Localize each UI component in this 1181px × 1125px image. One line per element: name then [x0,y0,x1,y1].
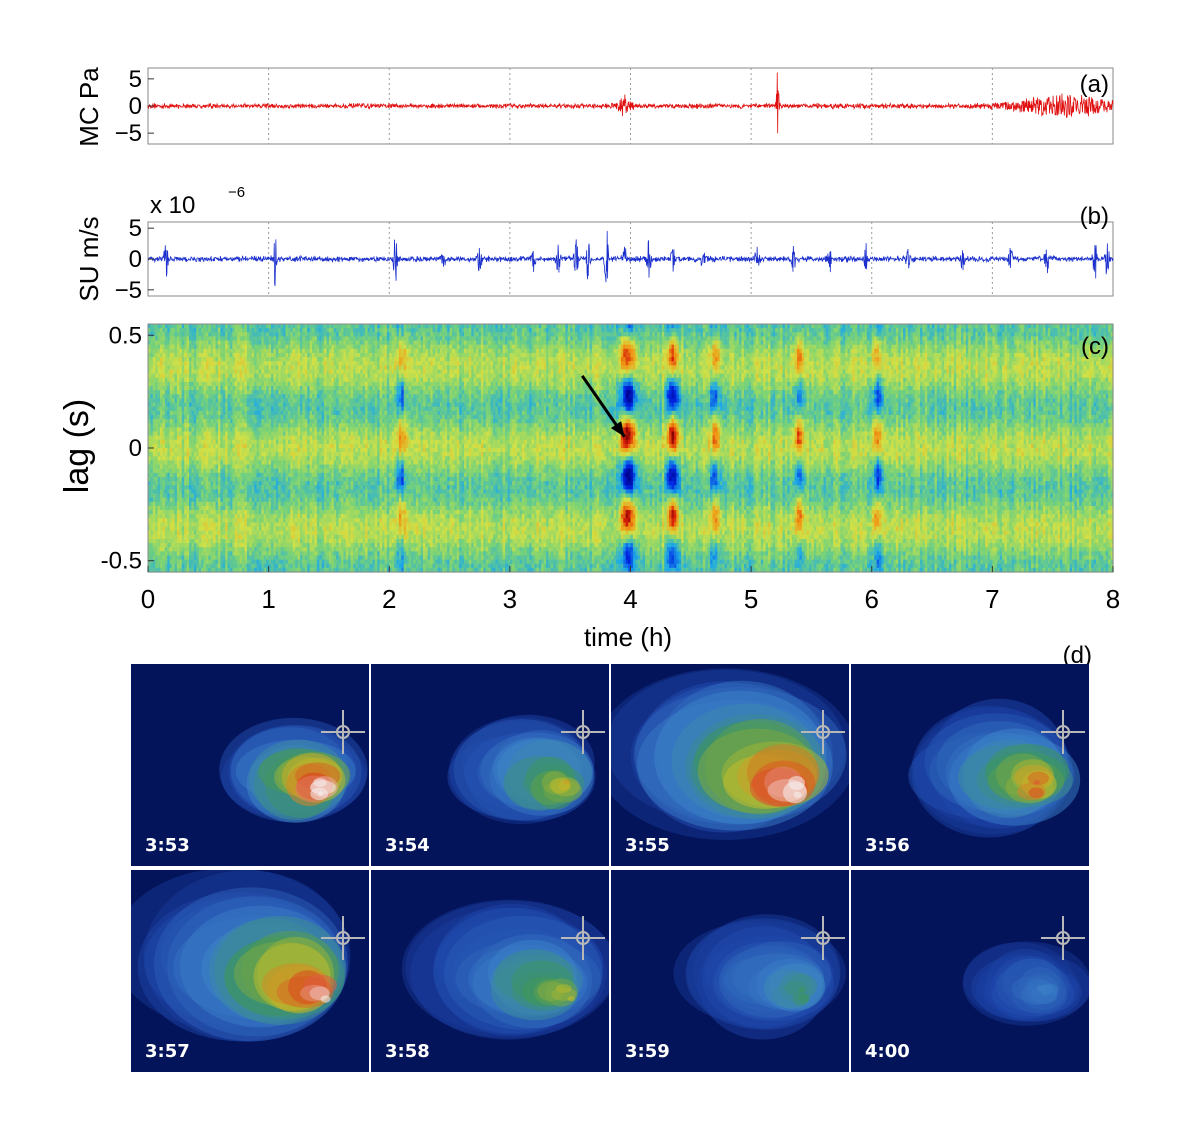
panel-b-label: (b) [1080,203,1109,230]
ytick-label: −5 [115,120,142,147]
panel-b-scale-exponent: −6 [228,184,245,201]
panel-a-label: (a) [1080,71,1109,98]
panel-a-ylabel: MC Pa [74,67,104,147]
panel-b-ylabel: SU m/s [74,216,104,301]
ytick-label: 0 [129,93,142,120]
ytick-label: 5 [129,215,142,242]
ytick-label: 0 [129,246,142,273]
panel-a-microphone-trace: 50−5 MC Pa (a) [74,66,1113,147]
panel-b-seismometer-trace: 5 0 −5 SU m/s x 10 −6 (b) [74,184,1113,304]
ytick-label: 5 [129,66,142,93]
panel-b-scale-label: x 10 [150,192,195,219]
panel-c-heatmap-cells [148,324,1114,573]
ytick-label: −5 [115,277,142,304]
